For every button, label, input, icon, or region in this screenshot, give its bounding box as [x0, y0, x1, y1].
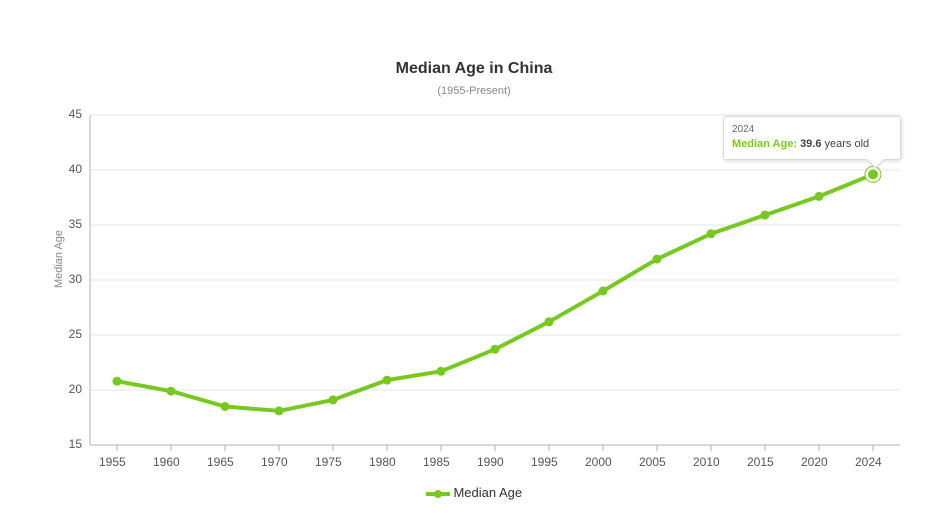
x-tick-label: 1980: [369, 455, 396, 469]
chart-container: Median Age in China (1955-Present) Media…: [0, 0, 948, 517]
y-tick-label: 40: [69, 162, 82, 176]
x-tick-label: 2024: [855, 455, 882, 469]
x-tick-label: 2005: [639, 455, 666, 469]
legend-label: Median Age: [453, 485, 522, 500]
x-tick-label: 1975: [315, 455, 342, 469]
x-tick-label: 1995: [531, 455, 558, 469]
x-tick-label: 1990: [477, 455, 504, 469]
tooltip-value: 39.6: [800, 138, 824, 150]
x-tick-label: 1965: [207, 455, 234, 469]
y-tick-label: 20: [69, 382, 82, 396]
x-tick-label: 2020: [801, 455, 828, 469]
x-tick-label: 1970: [261, 455, 288, 469]
y-tick-label: 15: [69, 437, 82, 451]
x-tick-label: 2015: [747, 455, 774, 469]
y-tick-label: 25: [69, 327, 82, 341]
y-tick-label: 30: [69, 272, 82, 286]
tooltip: 2024 Median Age: 39.6 years old: [723, 116, 901, 159]
x-tick-label: 2010: [693, 455, 720, 469]
tooltip-unit: years old: [825, 138, 870, 150]
y-tick-label: 35: [69, 217, 82, 231]
x-tick-label: 1955: [99, 455, 126, 469]
tooltip-series-label: Median Age:: [732, 138, 797, 150]
x-tick-label: 1960: [153, 455, 180, 469]
tooltip-year: 2024: [732, 123, 892, 137]
y-tick-label: 45: [69, 107, 82, 121]
x-tick-label: 1985: [423, 455, 450, 469]
legend-symbol: [426, 488, 450, 500]
legend[interactable]: Median Age: [0, 485, 948, 500]
chart-plot: [0, 0, 948, 517]
x-tick-label: 2000: [585, 455, 612, 469]
